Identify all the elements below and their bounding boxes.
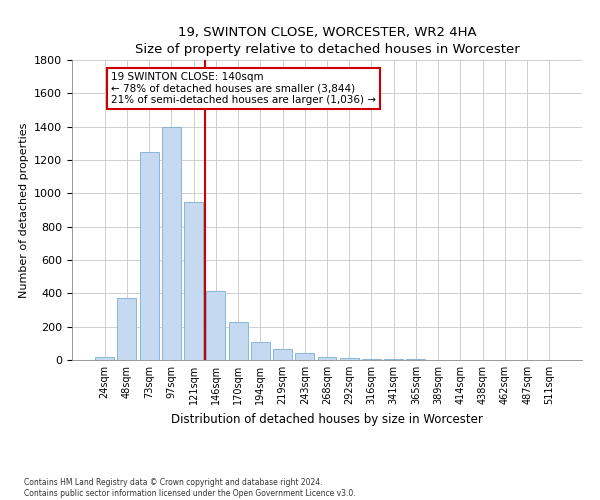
- Bar: [273, 349, 292, 360]
- Bar: [95, 356, 114, 360]
- Bar: [317, 357, 337, 360]
- Bar: [206, 291, 225, 360]
- Bar: [140, 152, 158, 360]
- Bar: [384, 359, 403, 360]
- X-axis label: Distribution of detached houses by size in Worcester: Distribution of detached houses by size …: [171, 412, 483, 426]
- Bar: [229, 322, 248, 360]
- Bar: [162, 126, 181, 360]
- Text: Contains HM Land Registry data © Crown copyright and database right 2024.
Contai: Contains HM Land Registry data © Crown c…: [24, 478, 356, 498]
- Text: 19 SWINTON CLOSE: 140sqm
← 78% of detached houses are smaller (3,844)
21% of sem: 19 SWINTON CLOSE: 140sqm ← 78% of detach…: [112, 72, 376, 105]
- Bar: [340, 358, 359, 360]
- Title: 19, SWINTON CLOSE, WORCESTER, WR2 4HA
Size of property relative to detached hous: 19, SWINTON CLOSE, WORCESTER, WR2 4HA Si…: [134, 26, 520, 56]
- Bar: [251, 342, 270, 360]
- Bar: [184, 202, 203, 360]
- Bar: [362, 358, 381, 360]
- Bar: [295, 354, 314, 360]
- Y-axis label: Number of detached properties: Number of detached properties: [19, 122, 29, 298]
- Bar: [118, 298, 136, 360]
